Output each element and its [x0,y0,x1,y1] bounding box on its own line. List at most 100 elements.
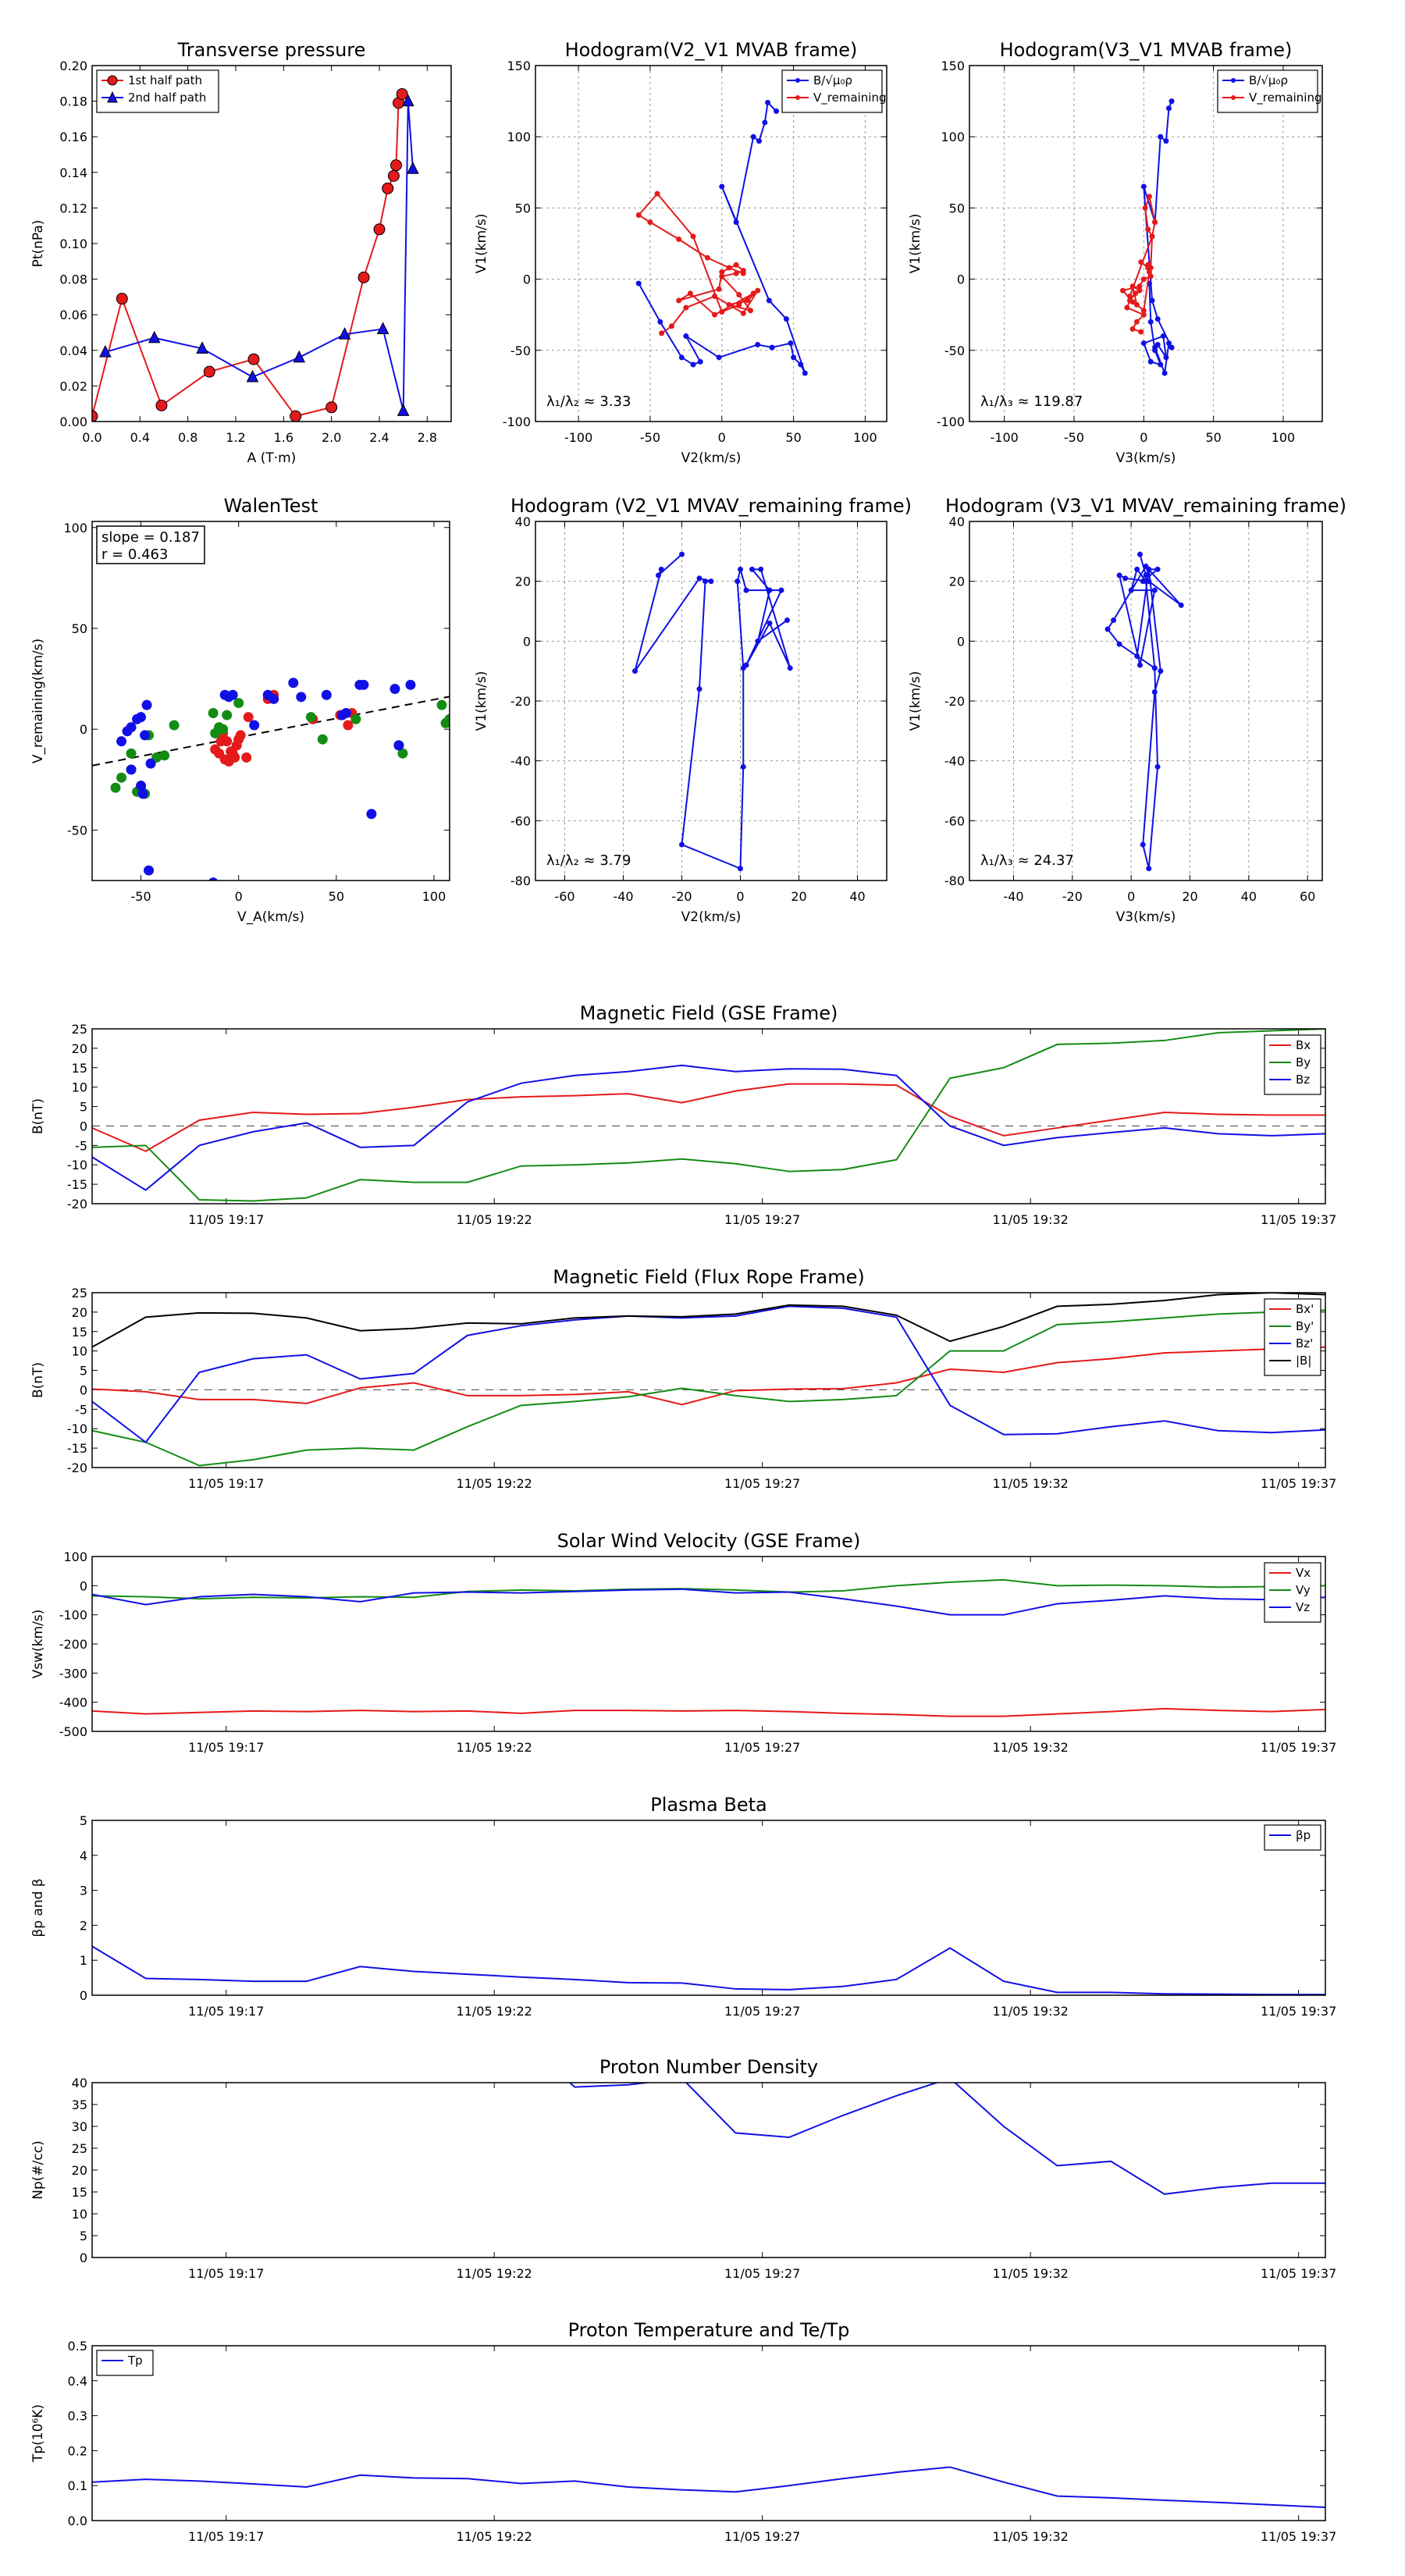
data-point [1136,551,1143,557]
x-tick-label: 11/05 19:27 [724,2529,800,2544]
stats-text: r = 0.463 [101,546,168,563]
data-point [407,162,419,174]
data-point [788,340,794,347]
data-point [376,322,389,334]
data-point [1146,269,1152,275]
data-point [144,865,155,876]
axes-frame [535,521,887,881]
y-tick-label: 3 [80,1884,87,1898]
data-point [745,297,751,304]
legend-label: Tp [127,2354,143,2368]
data-point [1151,665,1158,671]
x-tick-label: 20 [791,889,806,904]
y-tick-label: -500 [59,1724,87,1739]
y-tick-label: -50 [67,823,87,838]
x-tick-label: 11/05 19:27 [724,1212,800,1227]
y-axis-label: V_remaining(km/s) [30,639,46,763]
panel-title: Proton Number Density [599,2056,818,2078]
data-point [683,304,689,311]
series-line [634,553,791,870]
series-line-Bz' [92,1305,1325,1444]
x-tick-label: -20 [671,889,692,904]
x-tick-label: 100 [853,430,877,445]
y-tick-label: 40 [72,2076,87,2090]
legend-label: V_remaining [1249,91,1322,105]
legend-label: 1st half path [128,73,202,87]
data-point [218,724,229,735]
x-tick-label: 11/05 19:37 [1261,1740,1336,1755]
panel-title: Transverse pressure [177,39,366,61]
data-point [446,718,450,728]
y-tick-label: 5 [80,2229,87,2243]
data-point [436,699,447,710]
data-point [396,87,408,100]
data-point [325,401,338,414]
fit-line [92,696,450,767]
y-tick-label: -10 [67,1158,87,1172]
y-tick-label: 40 [515,514,531,529]
data-point [1158,361,1164,368]
panel-beta: Plasma Beta 0 1 2 3 4 5 11/05 19:17 11/05 19:22 1… [30,1794,1336,2019]
data-point [774,108,780,114]
x-tick-label: -20 [1062,889,1083,904]
data-point [635,212,642,219]
panel-title: Magnetic Field (Flux Rope Frame) [553,1266,864,1288]
panel-walen: WalenTest -50 0 50 100 -50 0 50 100 V_A(km/s) V_re… [30,495,450,925]
data-point [1168,98,1175,105]
x-tick-label: 11/05 19:27 [724,2266,800,2281]
y-tick-label: 20 [72,2163,87,2178]
y-tick-label: -60 [510,813,531,828]
y-tick-label: -40 [510,754,531,769]
legend-marker [795,95,800,100]
data-point [659,330,665,336]
legend-label: By' [1296,1319,1314,1333]
x-tick-label: 11/05 19:27 [724,2004,800,2019]
data-point [137,788,148,799]
y-tick-label: 35 [72,2097,87,2112]
y-tick-label: -20 [67,1461,87,1475]
y-tick-label: 5 [80,1364,87,1379]
data-point [233,698,244,709]
data-point [712,293,718,299]
data-point [740,270,746,276]
data-point [719,269,725,275]
data-point [136,781,147,792]
data-point [697,358,703,365]
y-tick-label: -40 [944,754,965,769]
stats-box [96,525,205,564]
data-point [743,587,749,593]
y-tick-label: 0.2 [68,2443,87,2458]
axes-frame [969,521,1323,881]
y-tick-label: 0 [80,1578,87,1593]
y-tick-label: -20 [67,1197,87,1212]
x-axis-label: A (T·m) [247,450,297,466]
panel-title: Magnetic Field (GSE Frame) [580,1002,838,1024]
legend-label: Bz [1296,1073,1310,1087]
data-point [159,750,170,761]
x-tick-label: 2.8 [418,430,437,445]
data-point [690,361,696,368]
series-line-Bx [92,1083,1325,1152]
data-point [397,404,410,416]
panel-title: WalenTest [224,495,318,517]
data-point [736,301,742,308]
y-tick-label: -15 [67,1441,87,1456]
y-tick-label: 100 [63,1550,87,1564]
data-point [1160,333,1166,340]
data-point [755,342,761,348]
data-point [116,736,127,747]
data-point [791,354,797,361]
data-point [1136,662,1143,668]
data-point [1133,318,1140,325]
x-tick-label: -50 [640,430,660,445]
data-point [382,182,394,194]
data-point [405,679,416,690]
eigen-ratio-annotation: λ₁/λ₃ ≈ 119.87 [980,393,1083,410]
panel-title: Proton Temperature and Te/Tp [568,2319,850,2341]
data-point [338,327,351,340]
y-tick-label: 0.16 [59,130,87,144]
x-tick-label: 11/05 19:22 [457,2529,532,2544]
data-point [738,566,743,572]
legend-marker [107,91,118,103]
data-point [736,292,742,298]
